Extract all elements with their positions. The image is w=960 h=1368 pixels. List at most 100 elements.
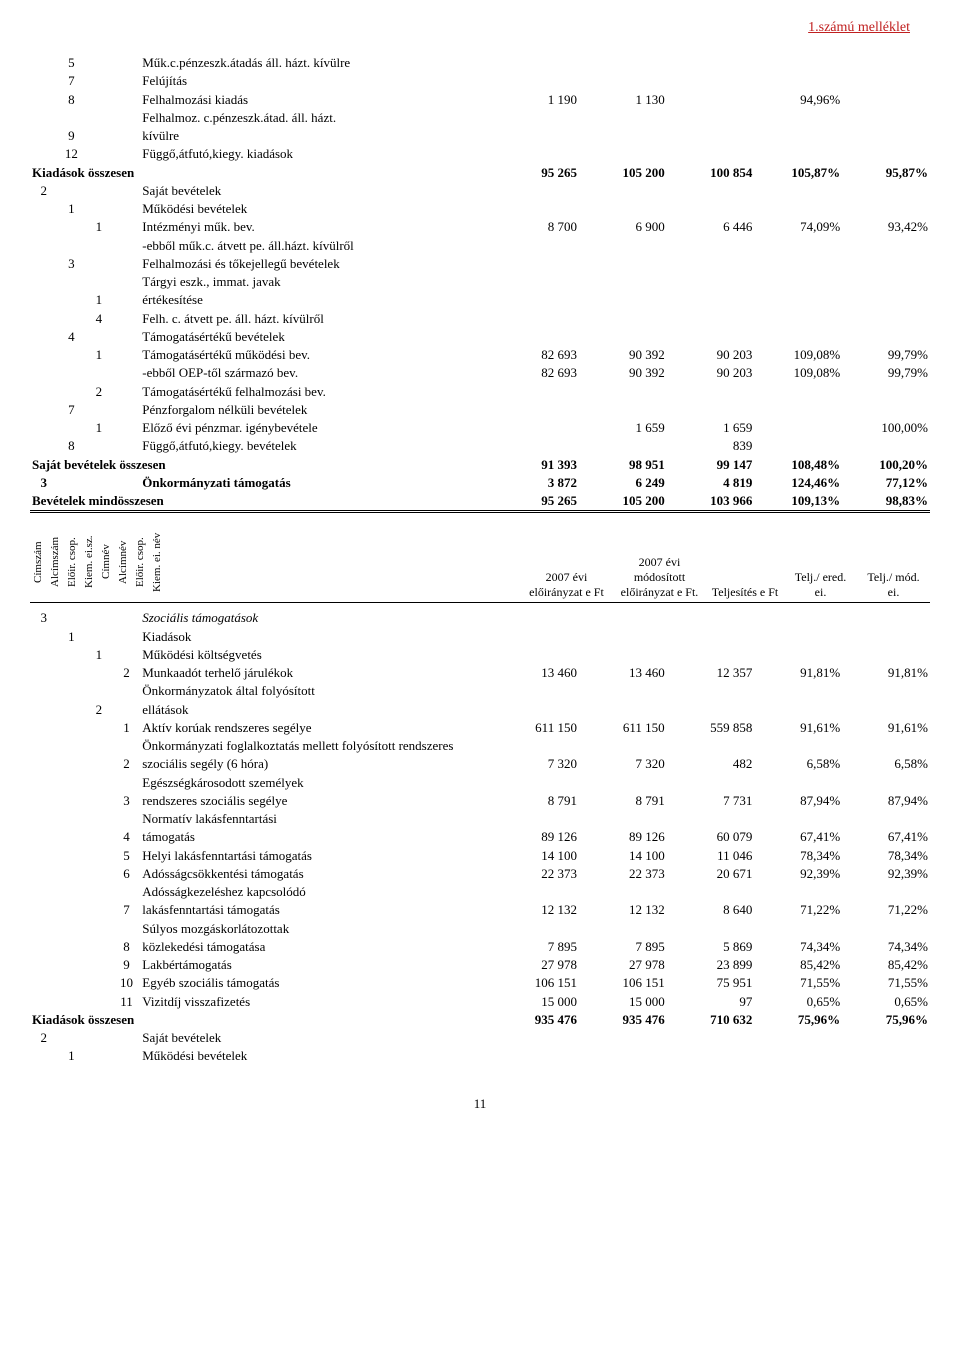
value-cell [667,237,755,255]
value-cell [754,145,842,163]
label-cell: Működési költségvetés [140,646,491,664]
code-cell [58,291,86,309]
value-cell: 89 126 [579,828,667,846]
code-cell [113,200,141,218]
value-cell [842,200,930,218]
code-cell [30,664,58,682]
value-cell: 109,13% [754,492,842,512]
code-cell [85,328,113,346]
code-cell [58,346,86,364]
value-cell [491,54,579,72]
value-cell [667,182,755,200]
code-cell [58,938,86,956]
code-cell: 1 [58,628,86,646]
code-cell [113,628,141,646]
code-cell [113,419,141,437]
sum-label: Kiadások összesen [30,164,491,182]
value-cell: 90 203 [667,364,755,382]
code-cell [30,237,58,255]
label-cell: Egyéb szociális támogatás [140,974,491,992]
value-cell [842,91,930,109]
code-cell: 7 [58,72,86,90]
code-cell [30,956,58,974]
rotated-header: Előir. csop. [132,527,149,600]
code-cell [58,218,86,236]
value-cell [754,200,842,218]
value-cell: 92,39% [754,865,842,883]
value-cell [754,737,842,755]
value-cell [491,72,579,90]
value-cell: 75 951 [667,974,755,992]
code-cell [58,609,86,627]
value-cell [842,1047,930,1065]
value-cell [754,883,842,901]
value-cell [667,1047,755,1065]
label-cell: Pénzforgalom nélküli bevételek [140,401,491,419]
code-cell [58,273,86,291]
value-cell [579,437,667,455]
code-cell [30,145,58,163]
value-cell: 6 900 [579,218,667,236]
value-cell: 87,94% [754,792,842,810]
value-cell [579,682,667,700]
value-cell [754,1047,842,1065]
rotated-header: Alcímnév [115,527,132,600]
label-cell: kívülre [140,127,491,145]
code-cell [85,474,113,492]
value-cell: 78,34% [754,847,842,865]
code-cell: 11 [113,993,141,1011]
value-cell: 15 000 [491,993,579,1011]
value-cell: 3 872 [491,474,579,492]
code-cell [113,127,141,145]
value-cell: 99 147 [667,456,755,474]
value-cell: 482 [667,755,755,773]
code-cell: 2 [113,664,141,682]
code-cell [58,956,86,974]
code-cell [30,828,58,846]
value-cell [491,419,579,437]
value-cell: 91,61% [754,719,842,737]
value-cell [754,646,842,664]
value-cell: 95 265 [491,164,579,182]
value-cell: 100,20% [842,456,930,474]
code-cell [113,91,141,109]
code-cell [30,974,58,992]
value-cell [491,237,579,255]
rotated-header: Kiem. ei. név [149,527,166,600]
code-cell [30,54,58,72]
code-cell: 1 [85,419,113,437]
code-cell: 1 [58,1047,86,1065]
value-cell: 91,81% [754,664,842,682]
code-cell [30,401,58,419]
label-cell: támogatás [140,828,491,846]
value-cell [579,109,667,127]
value-cell [667,737,755,755]
label-cell: értékesítése [140,291,491,309]
value-cell: 77,12% [842,474,930,492]
value-cell: 611 150 [579,719,667,737]
code-cell: 3 [58,255,86,273]
value-cell [491,383,579,401]
code-cell [113,273,141,291]
value-cell [667,383,755,401]
value-cell [842,920,930,938]
code-cell [85,865,113,883]
value-cell: 75,96% [754,1011,842,1029]
code-cell [30,719,58,737]
rotated-header: Címszám [30,527,47,600]
code-cell [30,109,58,127]
code-cell [85,682,113,700]
code-cell [113,182,141,200]
code-cell [85,993,113,1011]
value-cell: 1 190 [491,91,579,109]
value-cell [842,237,930,255]
value-cell [579,401,667,419]
value-cell [754,72,842,90]
label-cell: Függő,átfutó,kiegy. bevételek [140,437,491,455]
value-cell [491,810,579,828]
code-cell [85,127,113,145]
code-cell [30,682,58,700]
value-cell: 90 203 [667,346,755,364]
value-cell: 85,42% [754,956,842,974]
value-cell: 87,94% [842,792,930,810]
